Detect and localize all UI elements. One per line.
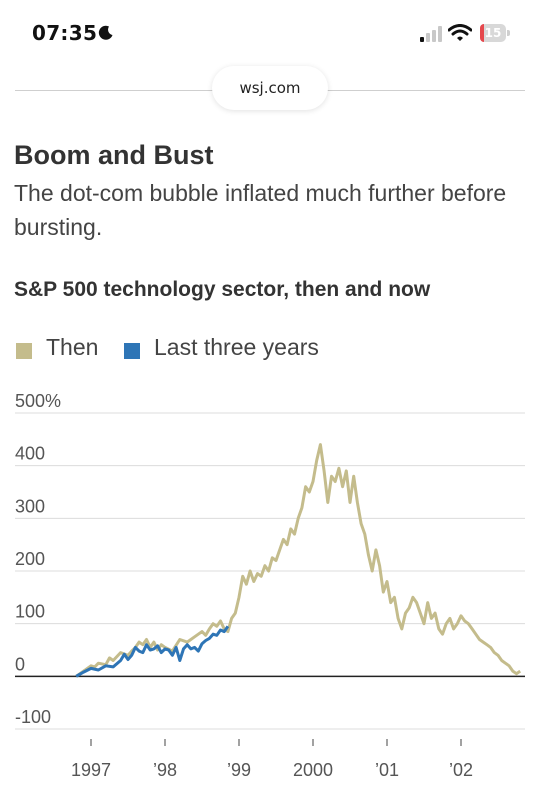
battery-body [480, 24, 506, 42]
headline: Boom and Bust [14, 140, 214, 170]
signal-icon [420, 26, 442, 42]
x-tick-label: 2000 [293, 760, 333, 780]
legend-label-last-three-years: Last three years [154, 334, 319, 360]
legend-swatch-then [16, 343, 32, 359]
x-tick-label: 1997 [71, 760, 111, 780]
battery-cap [507, 30, 510, 36]
legend-swatch-last-three-years [124, 343, 140, 359]
y-tick-label: 0 [15, 654, 25, 674]
y-tick-label: 100 [15, 602, 45, 622]
y-tick-label: 300 [15, 496, 45, 516]
status-bar: 07:35 15 [0, 0, 540, 62]
moon-icon [98, 25, 113, 40]
y-tick-label: 500% [15, 391, 61, 411]
y-tick-label: 400 [15, 444, 45, 464]
y-tick-label: 200 [15, 549, 45, 569]
series-line-last-three-years [75, 625, 230, 678]
dek: The dot-com bubble inflated much further… [14, 180, 507, 240]
x-tick-label: ’02 [449, 760, 473, 780]
x-tick-label: ’99 [227, 760, 251, 780]
x-tick-label: ’98 [153, 760, 177, 780]
line-chart: 500% 400 300 200 100 0 -100 1997 ’98 ’99 2000 ’01 ’0… [15, 391, 525, 780]
wifi-icon [448, 24, 472, 41]
status-time: 07:35 [32, 21, 98, 45]
battery-indicator: 15 [480, 24, 510, 42]
chart-title: S&P 500 technology sector, then and now [14, 278, 431, 301]
y-tick-label: -100 [15, 707, 51, 727]
legend-label-then: Then [46, 334, 99, 360]
series-line-then [75, 443, 522, 678]
x-tick-label: ’01 [375, 760, 399, 780]
url-bar[interactable]: wsj.com [212, 66, 328, 110]
battery-level-text: 15 [484, 26, 502, 40]
battery-fill [480, 24, 484, 42]
